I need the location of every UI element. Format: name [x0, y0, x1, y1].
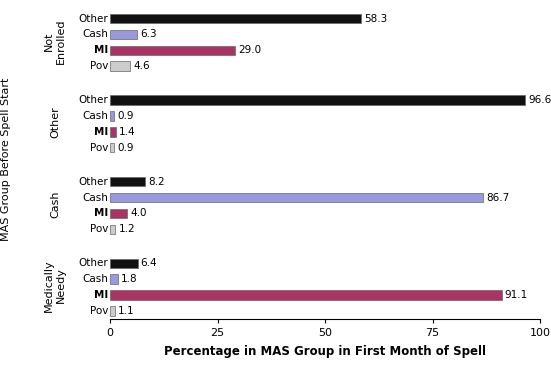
Bar: [110, 30, 137, 39]
Bar: [110, 306, 115, 316]
Text: Other: Other: [78, 95, 108, 105]
Bar: [110, 14, 361, 23]
Text: 8.2: 8.2: [148, 177, 165, 187]
Text: Cash: Cash: [50, 190, 60, 217]
Text: Other: Other: [78, 177, 108, 187]
Text: Pov: Pov: [90, 143, 108, 153]
Text: 1.2: 1.2: [118, 224, 135, 234]
Text: 86.7: 86.7: [486, 193, 509, 202]
Text: MAS Group Before Spell Start: MAS Group Before Spell Start: [1, 78, 10, 241]
Text: Pov: Pov: [90, 306, 108, 316]
Text: 0.9: 0.9: [117, 143, 133, 153]
Text: Cash: Cash: [82, 111, 108, 121]
Text: Not
Enrolled: Not Enrolled: [44, 18, 66, 63]
Text: Other: Other: [78, 258, 108, 268]
Bar: [110, 62, 130, 71]
X-axis label: Percentage in MAS Group in First Month of Spell: Percentage in MAS Group in First Month o…: [164, 345, 486, 358]
Text: 4.0: 4.0: [131, 209, 147, 218]
Bar: [110, 225, 115, 234]
Text: Cash: Cash: [82, 30, 108, 39]
Bar: [110, 143, 114, 153]
Text: 6.4: 6.4: [141, 258, 158, 268]
Text: 91.1: 91.1: [505, 290, 528, 300]
Bar: [110, 111, 114, 121]
Bar: [110, 193, 483, 202]
Text: Other: Other: [78, 13, 108, 24]
Bar: [110, 258, 138, 268]
Text: 4.6: 4.6: [133, 61, 150, 71]
Bar: [110, 45, 235, 55]
Text: Medically
Needy: Medically Needy: [44, 259, 66, 312]
Text: 1.8: 1.8: [121, 274, 138, 284]
Text: Cash: Cash: [82, 193, 108, 202]
Text: MI: MI: [94, 127, 108, 137]
Text: 58.3: 58.3: [364, 13, 387, 24]
Text: Pov: Pov: [90, 61, 108, 71]
Text: 96.6: 96.6: [528, 95, 551, 105]
Text: 6.3: 6.3: [141, 30, 157, 39]
Text: 1.4: 1.4: [119, 127, 136, 137]
Bar: [110, 177, 145, 186]
Bar: [110, 274, 118, 284]
Bar: [110, 209, 127, 218]
Text: Other: Other: [50, 106, 60, 138]
Bar: [110, 127, 116, 136]
Bar: [110, 290, 502, 300]
Text: 1.1: 1.1: [118, 306, 134, 316]
Text: 29.0: 29.0: [238, 45, 261, 55]
Text: Pov: Pov: [90, 224, 108, 234]
Text: MI: MI: [94, 45, 108, 55]
Bar: [110, 95, 525, 105]
Text: 0.9: 0.9: [117, 111, 133, 121]
Text: Cash: Cash: [82, 274, 108, 284]
Text: MI: MI: [94, 209, 108, 218]
Text: MI: MI: [94, 290, 108, 300]
